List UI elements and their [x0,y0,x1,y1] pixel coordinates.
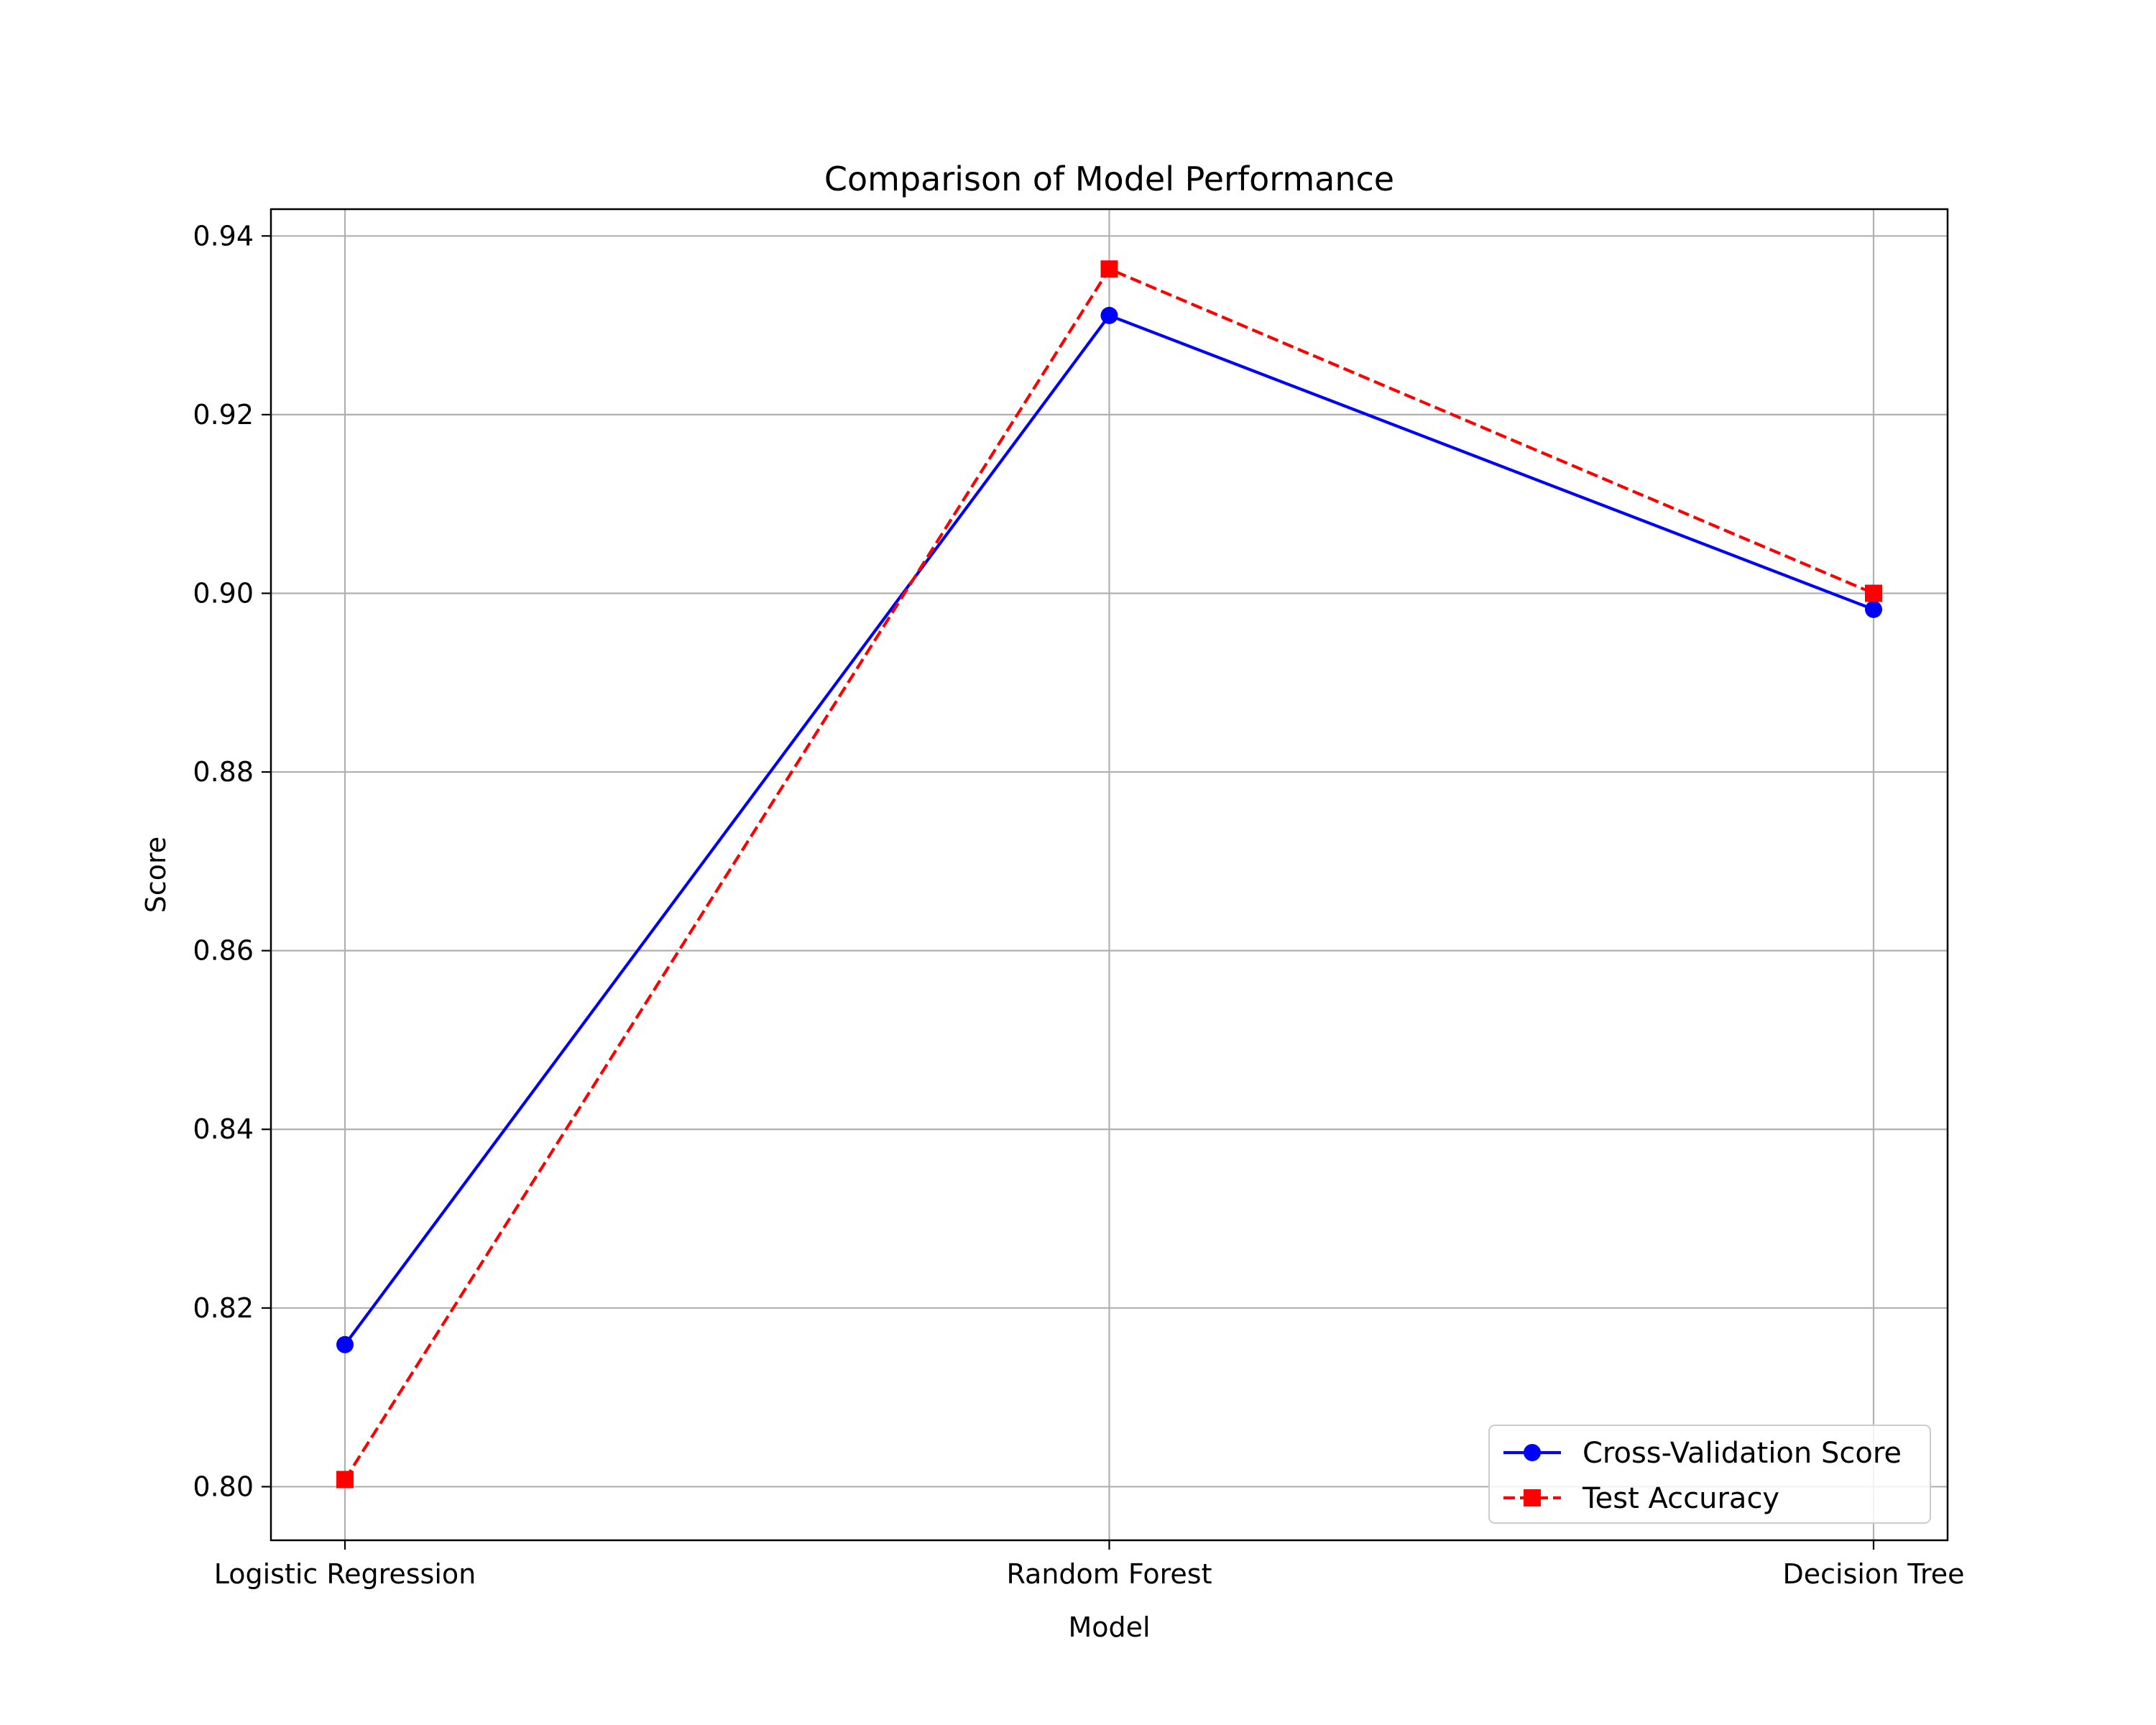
series-2-point [1100,260,1118,278]
axis-ticks: Logistic Regression Random Forest Decision… [193,220,1964,1590]
series-2-point [1865,584,1882,602]
legend-marker-1 [1524,1444,1541,1461]
legend-label-1: Cross-Validation Score [1583,1437,1902,1470]
x-tick-label: Decision Tree [1782,1558,1964,1590]
y-tick-label: 0.94 [193,220,254,252]
legend-box [1488,1425,1931,1524]
x-tick-label: Random Forest [1006,1558,1212,1590]
legend-label-2: Test Accuracy [1582,1482,1779,1515]
y-axis-title: Score [140,837,172,913]
legend: Cross-Validation Score Test Accuracy [1488,1425,1931,1524]
y-tick-label: 0.84 [193,1113,254,1145]
series-1-point [1100,306,1118,324]
legend-marker-2 [1524,1489,1541,1506]
y-tick-label: 0.92 [193,399,254,431]
y-tick-label: 0.82 [193,1292,254,1324]
series-1-point [336,1335,354,1353]
y-tick-label: 0.88 [193,756,254,788]
chart-title: Comparison of Model Performance [824,160,1394,198]
y-tick-label: 0.86 [193,935,254,967]
series-1-point [1865,600,1882,618]
series-lines [336,260,1882,1489]
y-tick-label: 0.90 [193,577,254,609]
grid-lines [271,209,1948,1540]
y-tick-label: 0.80 [193,1471,254,1502]
x-axis-title: Model [1068,1611,1150,1643]
series-2-point [336,1471,354,1489]
x-tick-label: Logistic Regression [214,1558,476,1590]
